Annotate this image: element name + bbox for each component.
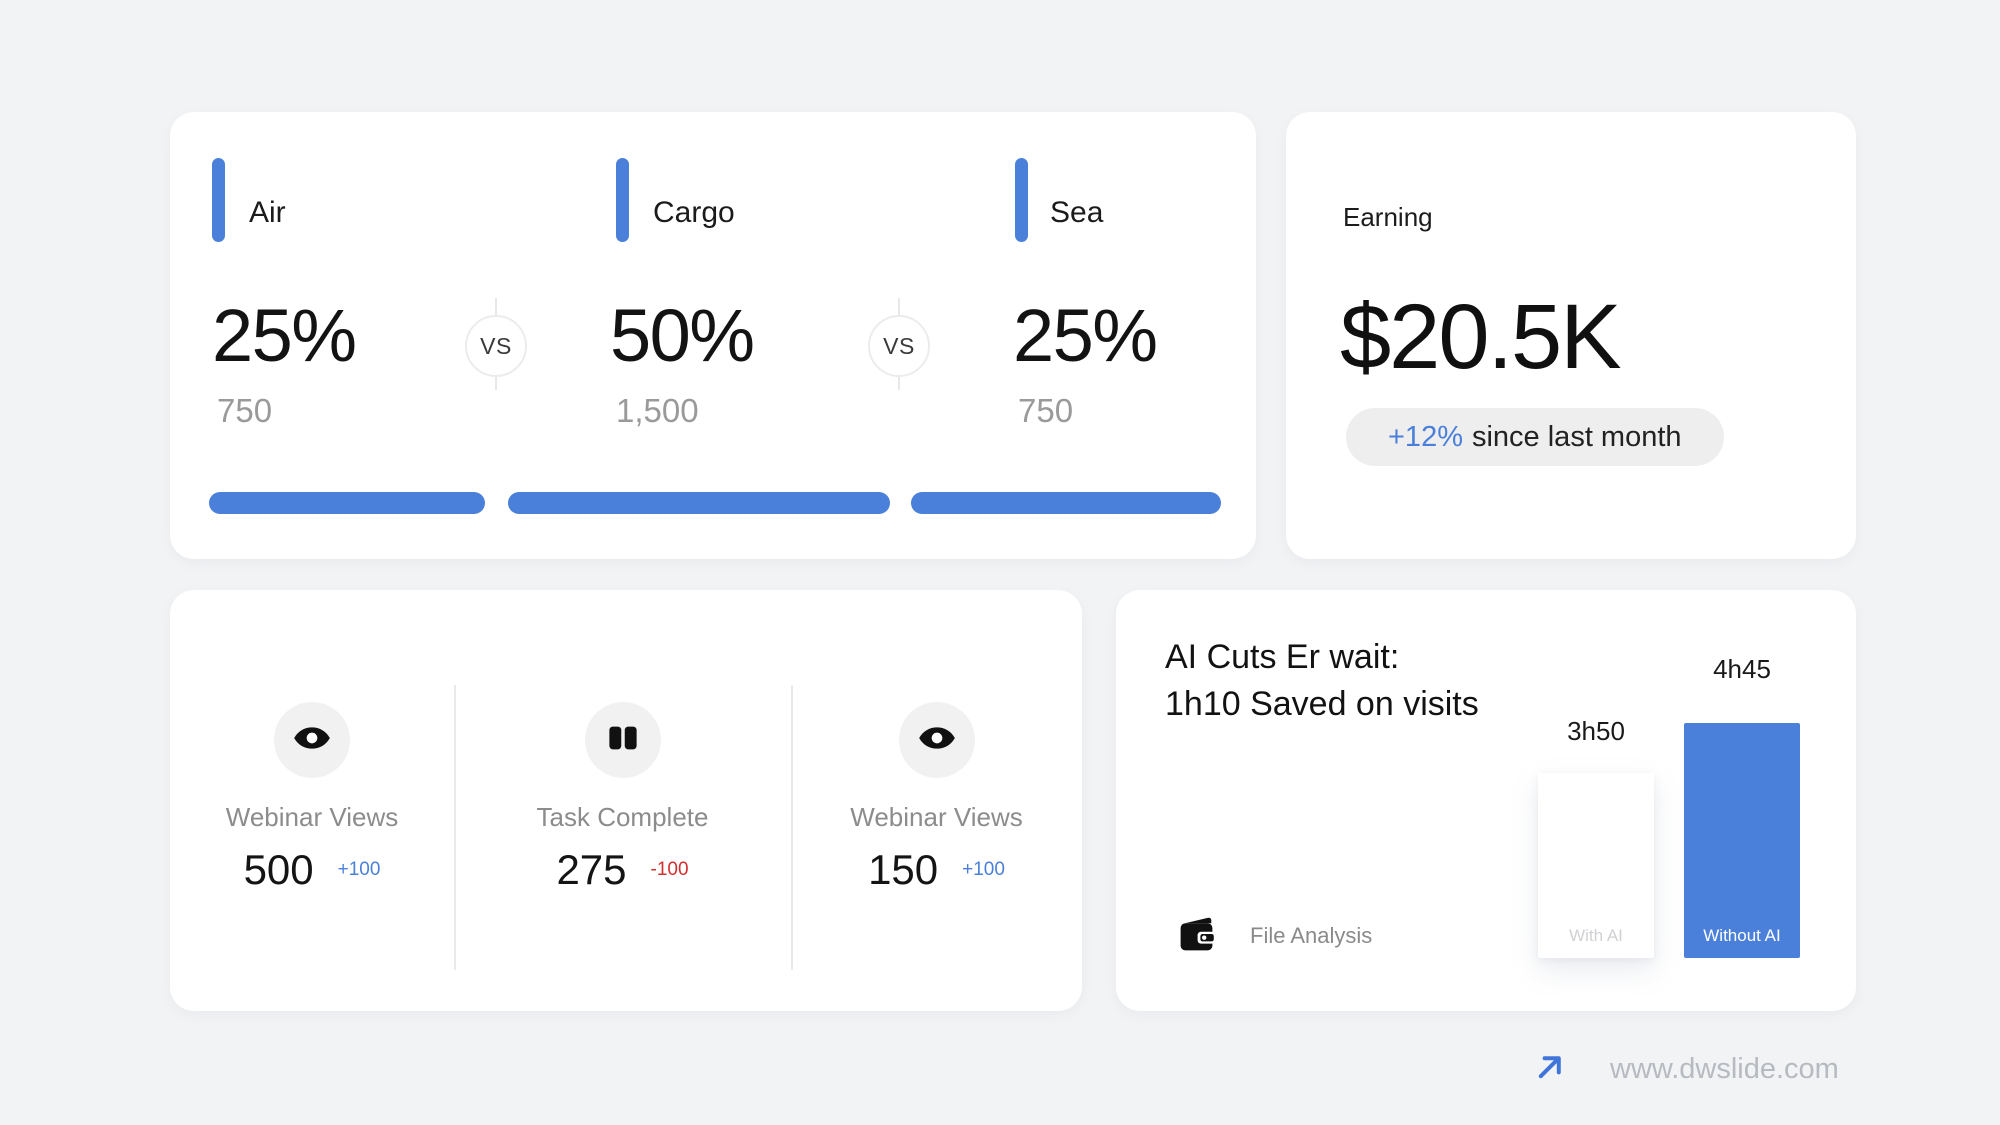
stat-icon-circle xyxy=(898,702,975,778)
cargo-progress-bar xyxy=(508,492,890,514)
earning-amount: $20.5K xyxy=(1340,286,1622,388)
ai-comparison-card: AI Cuts Er wait: 1h10 Saved on visits 3h… xyxy=(1116,590,1856,1011)
ai-card-title: AI Cuts Er wait: 1h10 Saved on visits xyxy=(1165,634,1479,728)
vs-badge: VS xyxy=(868,315,930,377)
with-ai-bar-label: With AI xyxy=(1569,926,1623,945)
cargo-value: 1,500 xyxy=(616,392,699,429)
ai-card-title-line1: AI Cuts Er wait: xyxy=(1165,638,1400,676)
sea-value: 750 xyxy=(1018,392,1074,429)
without-ai-bar: Without AI xyxy=(1684,723,1800,958)
cargo-accent-bar xyxy=(616,158,629,242)
file-analysis-label: File Analysis xyxy=(1250,923,1373,948)
stat-value-row: 500 +100 xyxy=(170,846,454,894)
air-progress-bar xyxy=(209,492,485,514)
without-ai-bar-label: Without AI xyxy=(1703,926,1781,945)
sea-progress-bar xyxy=(911,492,1221,514)
shipment-split-card: Air 25% 750 VS Cargo 50% 1,500 VS Sea 25… xyxy=(170,112,1256,559)
cargo-label: Cargo xyxy=(653,196,735,229)
earning-delta-suffix: since last month xyxy=(1471,420,1682,453)
stat-value-row: 150 +100 xyxy=(791,846,1082,894)
stat-delta: -100 xyxy=(650,859,689,880)
stat-value-row: 275 -100 xyxy=(454,846,791,894)
stat-label: Task Complete xyxy=(536,802,709,832)
stat-delta: +100 xyxy=(962,859,1005,880)
stat-value: 150 xyxy=(868,846,939,893)
ai-card-title-line2: 1h10 Saved on visits xyxy=(1165,685,1479,723)
earning-card: Earning $20.5K +12% since last month xyxy=(1286,112,1856,559)
air-label: Air xyxy=(249,196,286,229)
with-ai-bar: With AI xyxy=(1538,773,1654,958)
stats-card: Webinar Views 500 +100 Task Complete 275… xyxy=(170,590,1082,1011)
open-book-icon xyxy=(604,719,642,762)
sea-label: Sea xyxy=(1050,196,1104,229)
stat-value: 275 xyxy=(556,846,627,893)
stat-value: 500 xyxy=(243,846,314,893)
with-ai-value-label: 3h50 xyxy=(1567,716,1625,746)
external-link-arrow-icon xyxy=(1533,1050,1567,1089)
stat-icon-circle xyxy=(584,702,661,778)
wallet-icon xyxy=(1173,912,1225,965)
stat-label: Webinar Views xyxy=(225,802,399,832)
stat-icon-circle xyxy=(274,702,350,778)
air-value: 750 xyxy=(217,392,273,429)
stat-label: Webinar Views xyxy=(850,802,1023,832)
eye-icon xyxy=(292,718,332,763)
eye-icon xyxy=(917,718,957,763)
stat-webinar-views-2: Webinar Views 150 +100 xyxy=(791,590,1082,1011)
site-url-link[interactable]: www.dwslide.com xyxy=(1610,1053,1839,1085)
sea-percent: 25% xyxy=(1013,294,1158,377)
earning-delta: +12% xyxy=(1388,420,1463,453)
earning-delta-pill: +12% since last month xyxy=(1346,408,1724,466)
air-accent-bar xyxy=(212,158,225,242)
cargo-percent: 50% xyxy=(610,294,755,377)
stats-divider xyxy=(454,685,456,970)
sea-accent-bar xyxy=(1015,158,1028,242)
vs-badge: VS xyxy=(465,315,527,377)
stat-delta: +100 xyxy=(337,859,381,880)
stat-webinar-views-1: Webinar Views 500 +100 xyxy=(170,590,454,1011)
stat-task-complete: Task Complete 275 -100 xyxy=(454,590,791,1011)
earning-title: Earning xyxy=(1343,202,1433,232)
stats-divider xyxy=(791,685,793,970)
air-percent: 25% xyxy=(212,294,357,377)
without-ai-value-label: 4h45 xyxy=(1713,654,1771,684)
